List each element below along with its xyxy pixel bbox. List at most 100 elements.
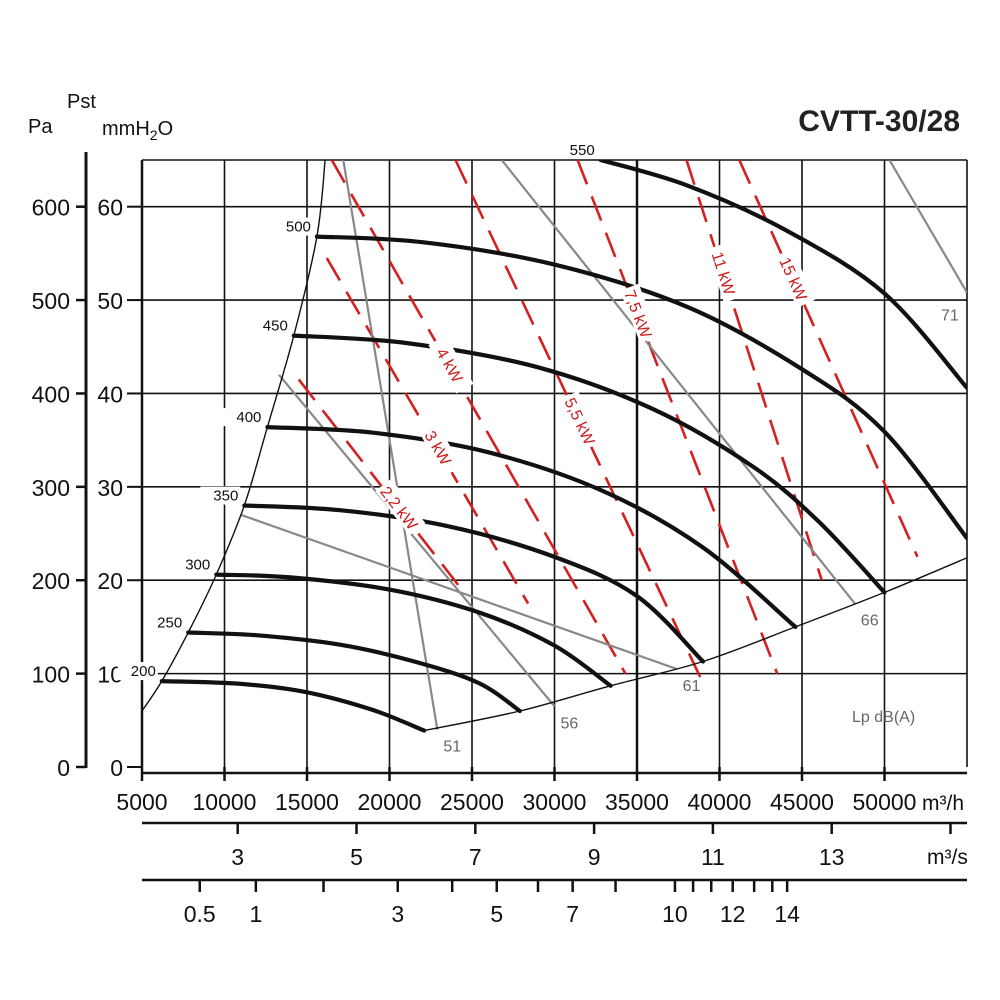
x-unit-m3s: m³/s bbox=[927, 846, 968, 869]
curve-label: 200 bbox=[131, 663, 156, 680]
noise-unit-label: Lp dB(A) bbox=[852, 709, 915, 726]
x-tick-label-third: 0.5 bbox=[184, 901, 216, 927]
grid bbox=[140, 159, 968, 767]
curve-label: 250 bbox=[157, 615, 182, 632]
x-tick-label-m3h: 45000 bbox=[770, 789, 834, 815]
power-label-bg bbox=[375, 478, 426, 536]
curve-label-bg bbox=[223, 408, 264, 427]
y-tick-label-pa: 300 bbox=[32, 475, 70, 501]
speed-curves bbox=[159, 160, 967, 733]
speed-curve bbox=[265, 425, 798, 629]
x-tick-label-m3h: 50000 bbox=[853, 789, 917, 815]
speed-curve bbox=[242, 503, 706, 664]
y-tick-label-mmh2o: 40 bbox=[97, 381, 123, 407]
x-tick-label-m3s: 7 bbox=[469, 844, 482, 870]
x-tick-label-m3h: 5000 bbox=[116, 789, 167, 815]
y-tick-label-pa: 600 bbox=[32, 195, 70, 221]
noise-line bbox=[240, 513, 677, 670]
y-unit-pa: Pa bbox=[28, 116, 53, 138]
power-line bbox=[685, 160, 824, 581]
power-line bbox=[738, 160, 919, 558]
x-tick-label-third: 3 bbox=[391, 901, 404, 927]
x-tick-label-m3h: 25000 bbox=[440, 789, 504, 815]
y-tick-label-mmh2o: 30 bbox=[97, 475, 123, 501]
y-tick-label-pa: 100 bbox=[32, 662, 70, 688]
curve-label: 550 bbox=[570, 142, 595, 159]
power-label-group: 5,5 kW bbox=[560, 391, 603, 451]
y-unit-mmh2o: mmH2O bbox=[102, 118, 173, 143]
noise-label: 71 bbox=[941, 308, 959, 325]
x-tick-label-third: 7 bbox=[566, 901, 579, 927]
y-tick-label-mmh2o: 50 bbox=[97, 288, 123, 314]
x-tick-label-third: 14 bbox=[774, 901, 800, 927]
x-tick-label-m3h: 35000 bbox=[605, 789, 669, 815]
x-tick-label-m3s: 3 bbox=[231, 844, 244, 870]
y-tick-label-mmh2o: 20 bbox=[97, 568, 123, 594]
x-tick-label-m3s: 9 bbox=[588, 844, 601, 870]
power-label-bg bbox=[706, 243, 743, 303]
curve-label-bg bbox=[200, 486, 241, 505]
axes bbox=[76, 152, 967, 892]
curve-label-bg bbox=[144, 613, 185, 632]
power-label-bg bbox=[560, 391, 603, 451]
x-tick-label-m3s: 11 bbox=[701, 844, 725, 870]
curve-label: 500 bbox=[286, 219, 311, 236]
x-tick-label-m3s: 5 bbox=[350, 844, 363, 870]
noise-line bbox=[888, 160, 967, 294]
power-line bbox=[576, 160, 779, 675]
power-label-bg bbox=[428, 335, 474, 394]
speed-curve bbox=[598, 160, 967, 390]
x-tick-label-m3s: 13 bbox=[819, 844, 845, 870]
boundary-bottom bbox=[424, 557, 967, 732]
x-tick-label-m3h: 15000 bbox=[275, 789, 339, 815]
noise-line bbox=[500, 160, 856, 605]
y-tick-label-pa: 0 bbox=[57, 755, 70, 781]
y-tick-label-pa: 200 bbox=[32, 568, 70, 594]
curve-label-bg bbox=[172, 555, 213, 574]
boundary-left bbox=[142, 160, 326, 712]
curve-label-bg bbox=[249, 316, 290, 335]
speed-curve bbox=[159, 679, 427, 733]
x-tick-label-m3h: 30000 bbox=[523, 789, 587, 815]
noise-label: 56 bbox=[561, 715, 579, 732]
curve-label-bg bbox=[556, 141, 597, 159]
x-tick-label-third: 1 bbox=[249, 901, 262, 927]
y-label-pst: Pst bbox=[67, 91, 96, 113]
power-line bbox=[330, 160, 627, 675]
x-tick-label-m3h: 40000 bbox=[688, 789, 752, 815]
curve-label: 350 bbox=[213, 488, 238, 505]
power-label-bg bbox=[619, 283, 659, 344]
speed-curve bbox=[291, 333, 887, 595]
power-label-group: 4 kW bbox=[428, 335, 474, 394]
y-tick-label-mmh2o: 60 bbox=[97, 195, 123, 221]
chart-title: CVTT-30/28 bbox=[798, 105, 960, 138]
power-label-bg bbox=[416, 417, 462, 477]
x-tick-label-m3h: 20000 bbox=[358, 789, 422, 815]
power-label-group: 3 kW bbox=[416, 417, 462, 477]
x-unit-m3h: m³/h bbox=[922, 792, 964, 815]
noise-line bbox=[278, 374, 556, 708]
y-tick-label-pa: 400 bbox=[32, 381, 70, 407]
noise-line bbox=[342, 160, 439, 730]
curve-label-bg bbox=[117, 662, 158, 681]
noise-label: 61 bbox=[683, 678, 701, 695]
curve-label-bg bbox=[272, 217, 313, 236]
noise-label: 51 bbox=[443, 739, 461, 756]
curve-label: 300 bbox=[185, 557, 210, 574]
power-label-group: 11 kW bbox=[706, 243, 743, 303]
power-label-bg bbox=[774, 248, 816, 308]
x-tick-label-m3h: 10000 bbox=[193, 789, 257, 815]
x-tick-label-third: 12 bbox=[720, 901, 746, 927]
speed-curve bbox=[214, 572, 613, 688]
operating-boundary bbox=[142, 160, 967, 732]
y-tick-label-pa: 500 bbox=[32, 288, 70, 314]
noise-label: 66 bbox=[861, 613, 879, 630]
speed-curve bbox=[186, 630, 522, 714]
y-tick-label-mmh2o: 0 bbox=[110, 755, 123, 781]
speed-curve bbox=[314, 234, 967, 541]
x-tick-label-third: 10 bbox=[662, 901, 688, 927]
curve-label: 400 bbox=[236, 409, 261, 426]
curve-label: 450 bbox=[263, 318, 288, 335]
x-tick-label-third: 5 bbox=[490, 901, 503, 927]
